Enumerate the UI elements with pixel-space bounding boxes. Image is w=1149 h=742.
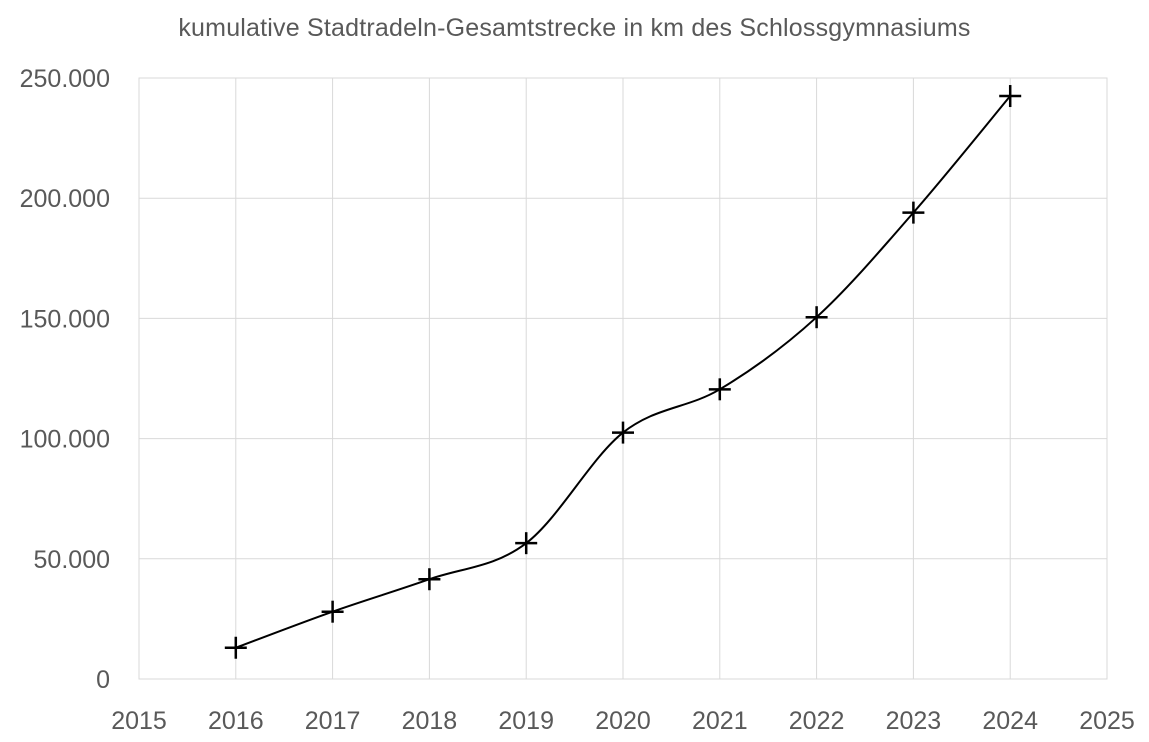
data-point-marker xyxy=(708,378,731,401)
x-tick-label: 2023 xyxy=(886,707,942,735)
y-tick-label: 50.000 xyxy=(34,546,110,574)
x-tick-label: 2024 xyxy=(982,707,1038,735)
x-tick-label: 2021 xyxy=(692,707,748,735)
x-tick-label: 2018 xyxy=(402,707,458,735)
data-point-marker xyxy=(418,568,441,591)
x-tick-label: 2020 xyxy=(595,707,651,735)
data-point-marker xyxy=(805,306,828,329)
data-point-marker xyxy=(224,636,247,659)
y-tick-label: 100.000 xyxy=(20,426,110,454)
chart-title: kumulative Stadtradeln-Gesamtstrecke in … xyxy=(178,14,971,42)
x-tick-label: 2016 xyxy=(208,707,264,735)
x-tick-label: 2017 xyxy=(305,707,361,735)
y-tick-label: 0 xyxy=(96,666,110,694)
y-tick-label: 200.000 xyxy=(20,185,110,213)
data-point-marker xyxy=(515,532,538,555)
data-point-marker xyxy=(902,201,925,224)
x-tick-label: 2015 xyxy=(111,707,167,735)
y-tick-label: 150.000 xyxy=(20,305,110,333)
x-tick-label: 2019 xyxy=(498,707,554,735)
data-point-marker xyxy=(612,421,634,444)
data-point-marker xyxy=(999,85,1022,108)
x-tick-label: 2022 xyxy=(789,707,845,735)
plot-area-border xyxy=(138,77,1108,680)
data-point-marker xyxy=(321,600,344,623)
x-tick-label: 2025 xyxy=(1079,707,1135,735)
y-tick-label: 250.000 xyxy=(20,65,110,93)
